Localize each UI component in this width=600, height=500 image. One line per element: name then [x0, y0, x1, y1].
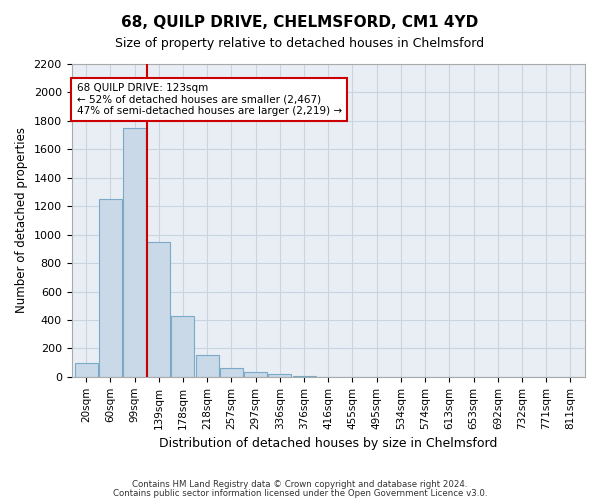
Bar: [74, 362, 98, 377]
Y-axis label: Number of detached properties: Number of detached properties: [15, 128, 28, 314]
Bar: [244, 372, 267, 377]
Text: Contains public sector information licensed under the Open Government Licence v3: Contains public sector information licen…: [113, 488, 487, 498]
Bar: [147, 242, 170, 377]
Text: 68 QUILP DRIVE: 123sqm
← 52% of detached houses are smaller (2,467)
47% of semi-: 68 QUILP DRIVE: 123sqm ← 52% of detached…: [77, 83, 342, 116]
Bar: [99, 199, 122, 377]
Text: Contains HM Land Registry data © Crown copyright and database right 2024.: Contains HM Land Registry data © Crown c…: [132, 480, 468, 489]
Text: 68, QUILP DRIVE, CHELMSFORD, CM1 4YD: 68, QUILP DRIVE, CHELMSFORD, CM1 4YD: [121, 15, 479, 30]
Bar: [196, 356, 218, 377]
Text: Size of property relative to detached houses in Chelmsford: Size of property relative to detached ho…: [115, 38, 485, 51]
Bar: [220, 368, 243, 377]
Bar: [172, 316, 194, 377]
X-axis label: Distribution of detached houses by size in Chelmsford: Distribution of detached houses by size …: [159, 437, 497, 450]
Bar: [293, 376, 316, 377]
Bar: [123, 128, 146, 377]
Bar: [268, 374, 292, 377]
